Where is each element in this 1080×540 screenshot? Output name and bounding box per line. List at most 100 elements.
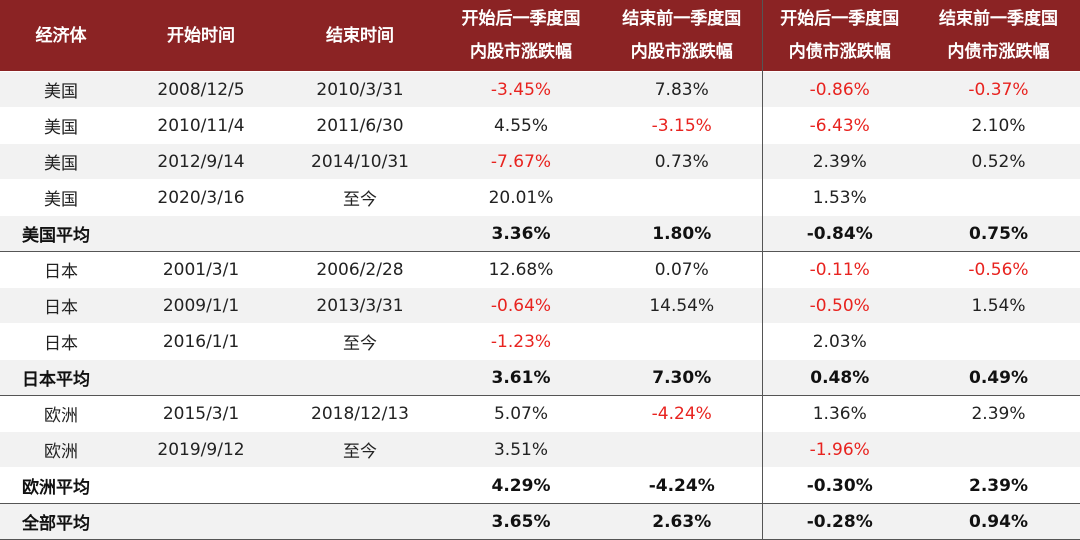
header-line: 内债市涨跌幅 (788, 41, 891, 62)
cell-bond-after: 1.53% (761, 179, 917, 216)
cell-start-date: 2019/9/12 (122, 431, 280, 468)
header-line: 内股市涨跌幅 (470, 41, 572, 62)
cell-equity-before: 14.54% (602, 287, 762, 324)
cell-bond-before: 1.54% (917, 287, 1080, 324)
table-row: 欧洲 2015/3/1 2018/12/13 5.07% -4.24% 1.36… (0, 395, 1080, 432)
cell-country: 日本 (0, 251, 122, 288)
header-line: 开始后一季度国 (461, 8, 581, 29)
average-row: 欧洲平均 4.29% -4.24% -0.30% 2.39% (0, 467, 1080, 504)
cell-bond-before: 0.49% (917, 359, 1080, 396)
cell-end-date: 至今 (280, 179, 440, 216)
header-line: 结束前一季度国 (622, 8, 742, 29)
cell-end-date: 2013/3/31 (280, 287, 440, 324)
cell-bond-before: 0.94% (917, 503, 1080, 540)
cell-start-date: 2020/3/16 (122, 179, 280, 216)
table-row: 欧洲 2019/9/12 至今 3.51% -1.96% (0, 431, 1080, 468)
cell-bond-after: 2.03% (761, 323, 917, 360)
cell-equity-after: 4.55% (440, 107, 602, 144)
cell-start-date: 2016/1/1 (122, 323, 280, 360)
cell-end-date: 至今 (280, 431, 440, 468)
cell-end-date: 至今 (280, 323, 440, 360)
cell-equity-after: 3.65% (440, 503, 602, 540)
table-row: 美国 2020/3/16 至今 20.01% 1.53% (0, 179, 1080, 216)
header-end-date: 结束时间 (280, 0, 440, 72)
cell-equity-before: 7.83% (602, 71, 762, 108)
cell-country: 美国 (0, 71, 122, 108)
cell-start-date: 2015/3/1 (122, 395, 280, 432)
cell-equity-before: 1.80% (602, 215, 762, 252)
cell-end-date (280, 503, 440, 540)
cell-equity-before: -3.15% (602, 107, 762, 144)
table-row: 美国 2010/11/4 2011/6/30 4.55% -3.15% -6.4… (0, 107, 1080, 144)
cell-bond-before: 2.39% (917, 467, 1080, 504)
cell-equity-after: -7.67% (440, 143, 602, 180)
cell-bond-before (917, 431, 1080, 468)
cell-equity-after: -3.45% (440, 71, 602, 108)
table-header-row: 经济体 开始时间 结束时间 开始后一季度国 内股市涨跌幅 结束前一季度国 内股市… (0, 0, 1080, 72)
cell-bond-after: 0.48% (761, 359, 917, 396)
cell-country: 日本 (0, 287, 122, 324)
header-bond-before-end: 结束前一季度国 内债市涨跌幅 (917, 0, 1080, 72)
cell-bond-after: 1.36% (761, 395, 917, 432)
table-row: 美国 2012/9/14 2014/10/31 -7.67% 0.73% 2.3… (0, 143, 1080, 180)
cell-equity-before: 2.63% (602, 503, 762, 540)
cell-bond-before: -0.56% (917, 251, 1080, 288)
cell-bond-before: 0.52% (917, 143, 1080, 180)
cell-equity-before: 0.73% (602, 143, 762, 180)
cell-end-date: 2011/6/30 (280, 107, 440, 144)
cell-bond-after: -0.11% (761, 251, 917, 288)
header-equity-before-end: 结束前一季度国 内股市涨跌幅 (602, 0, 762, 72)
cell-country: 美国平均 (0, 215, 122, 252)
cell-start-date: 2010/11/4 (122, 107, 280, 144)
table-row: 日本 2001/3/1 2006/2/28 12.68% 0.07% -0.11… (0, 251, 1080, 288)
cell-equity-after: 20.01% (440, 179, 602, 216)
cell-country: 美国 (0, 107, 122, 144)
cell-end-date: 2006/2/28 (280, 251, 440, 288)
cell-equity-before: 7.30% (602, 359, 762, 396)
table-row: 日本 2016/1/1 至今 -1.23% 2.03% (0, 323, 1080, 360)
cell-equity-after: 4.29% (440, 467, 602, 504)
cell-bond-before: -0.37% (917, 71, 1080, 108)
cell-start-date: 2012/9/14 (122, 143, 280, 180)
cell-start-date: 2001/3/1 (122, 251, 280, 288)
table-row: 美国 2008/12/5 2010/3/31 -3.45% 7.83% -0.8… (0, 71, 1080, 108)
cell-end-date (280, 467, 440, 504)
cell-equity-before: -4.24% (602, 395, 762, 432)
cell-start-date (122, 467, 280, 504)
header-line: 内债市涨跌幅 (947, 41, 1050, 62)
cell-country: 日本 (0, 323, 122, 360)
header-bond-after-start: 开始后一季度国 内债市涨跌幅 (761, 0, 917, 72)
table-row: 日本 2009/1/1 2013/3/31 -0.64% 14.54% -0.5… (0, 287, 1080, 324)
cell-bond-after: -0.84% (761, 215, 917, 252)
total-average-row: 全部平均 3.65% 2.63% -0.28% 0.94% (0, 503, 1080, 540)
cell-end-date (280, 215, 440, 252)
cell-equity-before: -4.24% (602, 467, 762, 504)
cell-start-date (122, 503, 280, 540)
cell-equity-after: 3.61% (440, 359, 602, 396)
cell-equity-after: 3.51% (440, 431, 602, 468)
cell-start-date: 2008/12/5 (122, 71, 280, 108)
cell-bond-before: 2.10% (917, 107, 1080, 144)
cell-equity-after: 3.36% (440, 215, 602, 252)
cell-bond-before: 2.39% (917, 395, 1080, 432)
cell-equity-after: -0.64% (440, 287, 602, 324)
cell-bond-after: -0.30% (761, 467, 917, 504)
cell-end-date: 2014/10/31 (280, 143, 440, 180)
header-line: 结束前一季度国 (939, 8, 1058, 29)
header-equity-after-start: 开始后一季度国 内股市涨跌幅 (440, 0, 602, 72)
cell-equity-after: 12.68% (440, 251, 602, 288)
cell-bond-after: -0.86% (761, 71, 917, 108)
cell-equity-after: 5.07% (440, 395, 602, 432)
cell-bond-before: 0.75% (917, 215, 1080, 252)
cell-end-date: 2018/12/13 (280, 395, 440, 432)
header-line: 内股市涨跌幅 (630, 41, 733, 62)
header-line: 开始后一季度国 (780, 8, 900, 29)
cell-bond-after: -1.96% (761, 431, 917, 468)
cell-end-date: 2010/3/31 (280, 71, 440, 108)
cell-start-date (122, 215, 280, 252)
cell-bond-before (917, 323, 1080, 360)
cell-equity-before (602, 431, 762, 468)
cell-bond-before (917, 179, 1080, 216)
